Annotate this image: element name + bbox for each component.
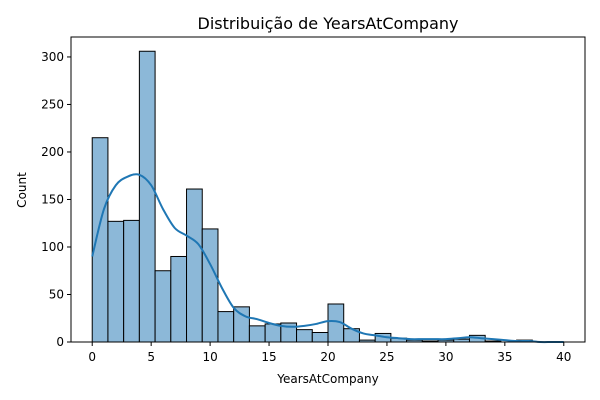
kde-line: [91, 173, 564, 344]
y-axis: 0 50 100 150 200 250 300: [41, 50, 71, 349]
x-tick-label: 0: [88, 350, 96, 364]
bars-group: [91, 50, 533, 343]
y-tick-label: 150: [41, 192, 64, 206]
chart-title: Distribuição de YearsAtCompany: [198, 14, 459, 33]
histogram-bar: [91, 137, 109, 343]
histogram-bar: [107, 220, 125, 343]
y-tick-label: 300: [41, 50, 64, 64]
y-tick-label: 250: [41, 97, 64, 111]
histogram-bar: [123, 219, 140, 343]
histogram-bar: [154, 270, 172, 343]
y-tick-label: 100: [41, 240, 64, 254]
y-tick-label: 50: [49, 287, 64, 301]
x-tick-label: 10: [202, 350, 217, 364]
y-axis-label: Count: [15, 172, 29, 208]
kde-group: [91, 173, 564, 344]
histogram-bar: [264, 323, 282, 343]
x-tick-label: 30: [438, 350, 453, 364]
histogram-bar: [138, 50, 156, 343]
histogram-bar: [201, 228, 219, 343]
x-axis-label: YearsAtCompany: [276, 372, 378, 386]
histogram-bar: [217, 311, 235, 343]
histogram-bar: [296, 329, 313, 343]
x-axis: 0 5 10 15 20 25 30 35 40: [88, 342, 571, 364]
y-tick-label: 0: [56, 335, 64, 349]
y-tick-label: 200: [41, 145, 64, 159]
histogram-bar: [186, 188, 203, 343]
x-tick-label: 15: [261, 350, 276, 364]
x-tick-label: 40: [556, 350, 571, 364]
x-tick-label: 20: [320, 350, 335, 364]
x-tick-label: 5: [147, 350, 155, 364]
histogram-bar: [170, 255, 188, 343]
histogram-bar: [248, 325, 266, 343]
x-tick-label: 35: [497, 350, 512, 364]
histogram-bar: [311, 331, 329, 343]
x-tick-label: 25: [379, 350, 394, 364]
histogram-bar: [233, 306, 250, 343]
